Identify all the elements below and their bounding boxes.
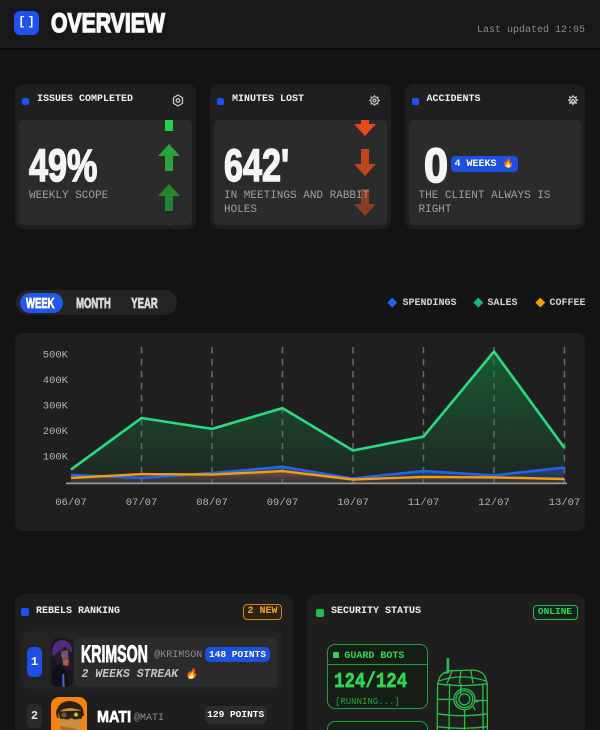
svg-text:09/07: 09/07 [267, 497, 299, 509]
svg-text:07/07: 07/07 [126, 497, 158, 509]
svg-text:11/07: 11/07 [408, 497, 440, 509]
svg-text:400K: 400K [43, 375, 69, 387]
svg-text:12/07: 12/07 [478, 497, 510, 509]
svg-text:100K: 100K [43, 452, 69, 464]
svg-text:200K: 200K [43, 426, 69, 438]
svg-text:13/07: 13/07 [549, 497, 581, 509]
svg-text:06/07: 06/07 [55, 497, 87, 509]
svg-text:500K: 500K [43, 350, 69, 362]
svg-text:08/07: 08/07 [196, 497, 228, 509]
svg-text:10/07: 10/07 [337, 497, 369, 509]
svg-text:300K: 300K [43, 401, 69, 413]
